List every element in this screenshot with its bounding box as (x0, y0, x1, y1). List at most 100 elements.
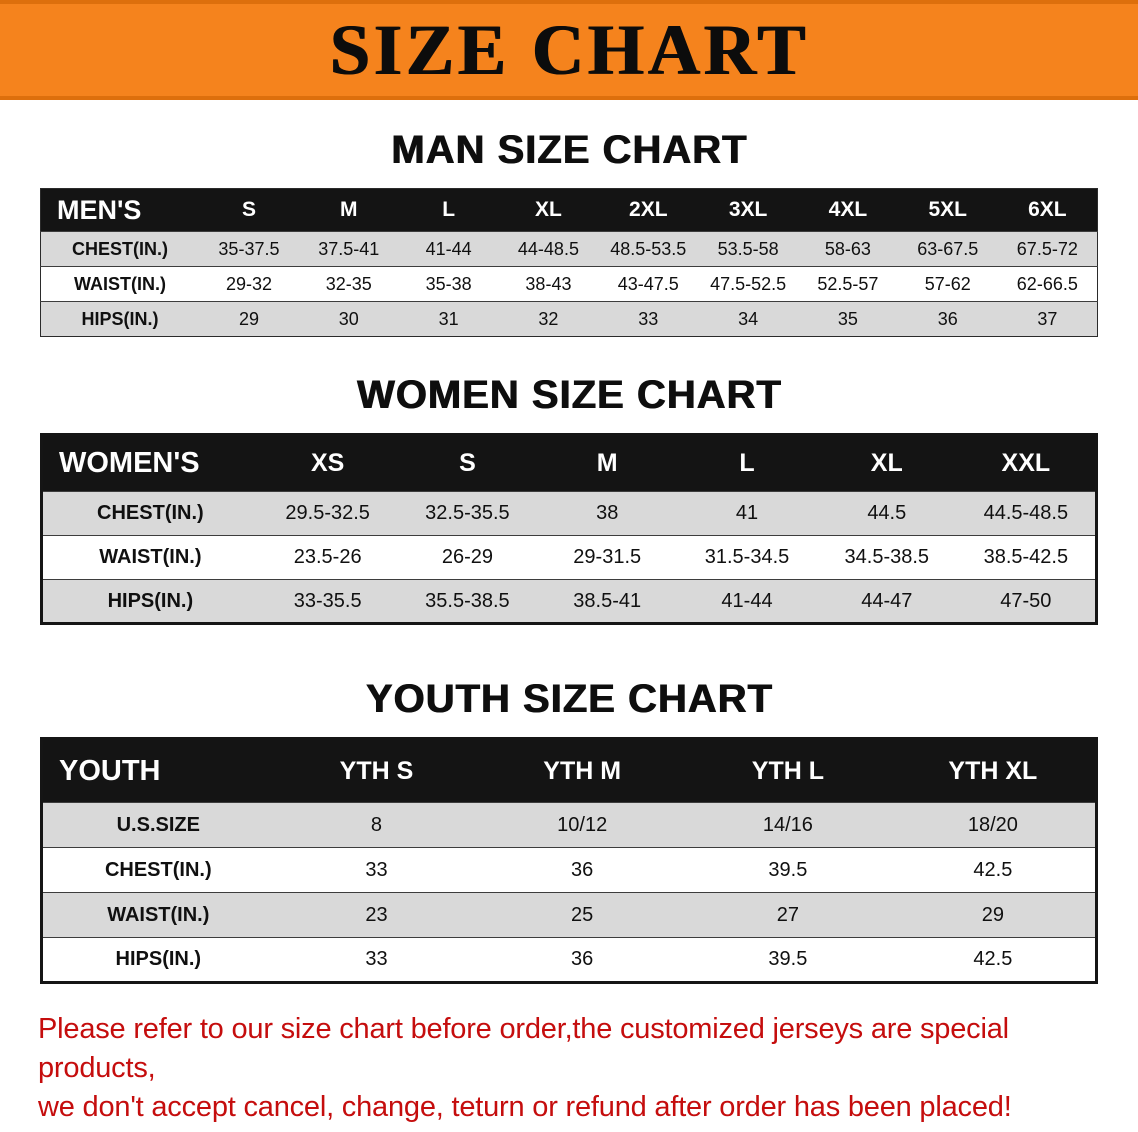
value-cell: 53.5-58 (698, 231, 799, 267)
value-cell: 44-47 (816, 579, 957, 624)
value-cell: 43-47.5 (598, 266, 699, 302)
value-cell: 39.5 (685, 847, 891, 893)
table-title-cell: WOMEN'S (41, 434, 258, 492)
value-cell: 42.5 (890, 847, 1097, 893)
value-cell: 37 (997, 301, 1098, 337)
youth-size-table: YOUTH YTH S YTH M YTH L YTH XL U.S.SIZE 8 10/12… (40, 737, 1098, 984)
value-cell: 30 (298, 301, 399, 337)
size-header-cell: S (397, 434, 538, 492)
value-cell: 41-44 (398, 231, 499, 267)
value-cell: 26-29 (397, 535, 538, 580)
table-row: WAIST(IN.) 23 25 27 29 (41, 892, 1097, 938)
disclaimer-line-2: we don't accept cancel, change, teturn o… (38, 1090, 1012, 1123)
row-label-cell: HIPS(IN.) (40, 301, 200, 337)
value-cell: 38.5-42.5 (956, 535, 1097, 580)
size-header-cell: YTH XL (890, 738, 1097, 803)
women-size-section: WOMEN SIZE CHART WOMEN'S XS S M L XL XXL CHEST(… (0, 371, 1138, 625)
value-cell: 33 (273, 937, 480, 983)
size-header-cell: L (398, 188, 499, 232)
row-label-cell: WAIST(IN.) (41, 892, 274, 938)
table-row: U.S.SIZE 8 10/12 14/16 18/20 (41, 802, 1097, 848)
row-label-cell: CHEST(IN.) (40, 231, 200, 267)
size-header-cell: L (677, 434, 817, 492)
value-cell: 52.5-57 (798, 266, 898, 302)
value-cell: 32-35 (298, 266, 399, 302)
value-cell: 32.5-35.5 (397, 491, 538, 536)
value-cell: 35-37.5 (199, 231, 299, 267)
value-cell: 14/16 (685, 802, 891, 848)
size-header-cell: YTH S (273, 738, 480, 803)
value-cell: 47.5-52.5 (698, 266, 799, 302)
women-size-table: WOMEN'S XS S M L XL XXL CHEST(IN.) 29.5-32.5 32.5… (40, 433, 1098, 625)
table-title-cell: MEN'S (40, 188, 200, 232)
size-header-cell: XL (498, 188, 599, 232)
value-cell: 23.5-26 (257, 535, 398, 580)
value-cell: 36 (479, 847, 686, 893)
value-cell: 33 (273, 847, 480, 893)
value-cell: 38-43 (498, 266, 599, 302)
banner-title: SIZE CHART (329, 10, 809, 90)
value-cell: 42.5 (890, 937, 1097, 983)
value-cell: 29-32 (199, 266, 299, 302)
table-row: HIPS(IN.) 33-35.5 35.5-38.5 38.5-41 41-44 44-… (41, 579, 1097, 624)
value-cell: 33-35.5 (257, 579, 398, 624)
size-header-cell: XS (257, 434, 398, 492)
value-cell: 36 (897, 301, 998, 337)
table-row: CHEST(IN.) 33 36 39.5 42.5 (41, 847, 1097, 893)
value-cell: 27 (685, 892, 891, 938)
size-header-cell: YTH M (479, 738, 686, 803)
table-row: WAIST(IN.) 23.5-26 26-29 29-31.5 31.5-34.5 34… (41, 535, 1097, 580)
size-header-cell: S (199, 188, 299, 232)
value-cell: 67.5-72 (997, 231, 1098, 267)
table-row: HIPS(IN.) 33 36 39.5 42.5 (41, 937, 1097, 983)
size-chart-banner: SIZE CHART (0, 0, 1138, 100)
value-cell: 10/12 (479, 802, 686, 848)
value-cell: 41-44 (677, 579, 817, 624)
table-header-row: WOMEN'S XS S M L XL XXL (41, 434, 1097, 492)
row-label-cell: U.S.SIZE (41, 802, 274, 848)
value-cell: 29 (199, 301, 299, 337)
value-cell: 31.5-34.5 (677, 535, 817, 580)
value-cell: 38.5-41 (537, 579, 678, 624)
size-header-cell: 4XL (798, 188, 898, 232)
size-header-cell: XL (816, 434, 957, 492)
value-cell: 34.5-38.5 (816, 535, 957, 580)
youth-size-section: YOUTH SIZE CHART YOUTH YTH S YTH M YTH L YTH… (0, 675, 1138, 984)
size-header-cell: 6XL (997, 188, 1098, 232)
table-row: HIPS(IN.) 29 30 31 32 33 34 35 36 37 (40, 301, 1098, 337)
value-cell: 48.5-53.5 (598, 231, 699, 267)
size-header-cell: XXL (956, 434, 1097, 492)
value-cell: 37.5-41 (298, 231, 399, 267)
table-header-row: YOUTH YTH S YTH M YTH L YTH XL (41, 738, 1097, 803)
size-header-cell: YTH L (685, 738, 891, 803)
table-row: CHEST(IN.) 29.5-32.5 32.5-35.5 38 41 44.5 44.5… (41, 491, 1097, 536)
value-cell: 18/20 (890, 802, 1097, 848)
size-header-cell: 3XL (698, 188, 799, 232)
value-cell: 57-62 (897, 266, 998, 302)
value-cell: 29.5-32.5 (257, 491, 398, 536)
youth-section-heading: YOUTH SIZE CHART (365, 677, 773, 721)
value-cell: 47-50 (956, 579, 1097, 624)
value-cell: 32 (498, 301, 599, 337)
table-row: CHEST(IN.) 35-37.5 37.5-41 41-44 44-48.5 48.5… (40, 231, 1098, 267)
size-header-cell: 2XL (598, 188, 699, 232)
value-cell: 23 (273, 892, 480, 938)
disclaimer-text: Please refer to our size chart before or… (38, 1010, 1100, 1127)
value-cell: 44-48.5 (498, 231, 599, 267)
row-label-cell: WAIST(IN.) (41, 535, 258, 580)
row-label-cell: HIPS(IN.) (41, 579, 258, 624)
value-cell: 29 (890, 892, 1097, 938)
value-cell: 25 (479, 892, 686, 938)
value-cell: 44.5-48.5 (956, 491, 1097, 536)
men-size-table: MEN'S S M L XL 2XL 3XL 4XL 5XL 6XL CHEST(IN.) 35-37… (40, 188, 1098, 337)
value-cell: 39.5 (685, 937, 891, 983)
value-cell: 8 (273, 802, 480, 848)
value-cell: 34 (698, 301, 799, 337)
value-cell: 38 (537, 491, 678, 536)
row-label-cell: WAIST(IN.) (40, 266, 200, 302)
value-cell: 58-63 (798, 231, 898, 267)
row-label-cell: HIPS(IN.) (41, 937, 274, 983)
table-title-cell: YOUTH (41, 738, 274, 803)
row-label-cell: CHEST(IN.) (41, 847, 274, 893)
table-header-row: MEN'S S M L XL 2XL 3XL 4XL 5XL 6XL (40, 188, 1098, 232)
